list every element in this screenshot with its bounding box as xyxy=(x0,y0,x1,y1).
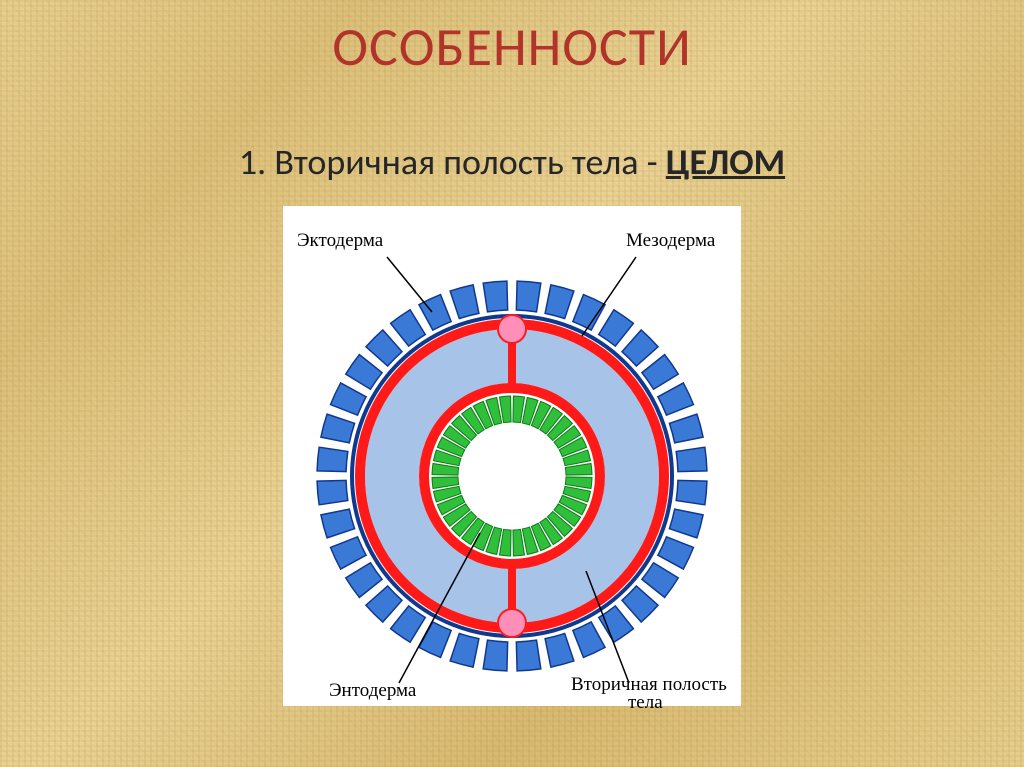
label-coelom-l2: тела xyxy=(628,692,663,714)
node-top xyxy=(498,315,526,343)
slide: ОСОБЕННОСТИ 1. Вторичная полость тела - … xyxy=(0,0,1024,767)
lumen xyxy=(462,426,562,526)
subtitle-prefix: 1. Вторичная полость тела - xyxy=(239,140,666,184)
slide-title: ОСОБЕННОСТИ xyxy=(0,14,1024,80)
leader-ecto xyxy=(387,257,432,312)
node-bottom xyxy=(498,609,526,637)
coelom-diagram xyxy=(283,206,741,706)
slide-subtitle: 1. Вторичная полость тела - ЦЕЛОМ xyxy=(0,140,1024,184)
subtitle-emphasis: ЦЕЛОМ xyxy=(666,140,785,184)
label-mesoderm: Мезодерма xyxy=(626,230,715,252)
label-endoderm: Энтодерма xyxy=(329,680,416,702)
diagram-container: Эктодерма Мезодерма Энтодерма Вторичная … xyxy=(283,206,741,706)
label-ectoderm: Эктодерма xyxy=(297,230,383,252)
